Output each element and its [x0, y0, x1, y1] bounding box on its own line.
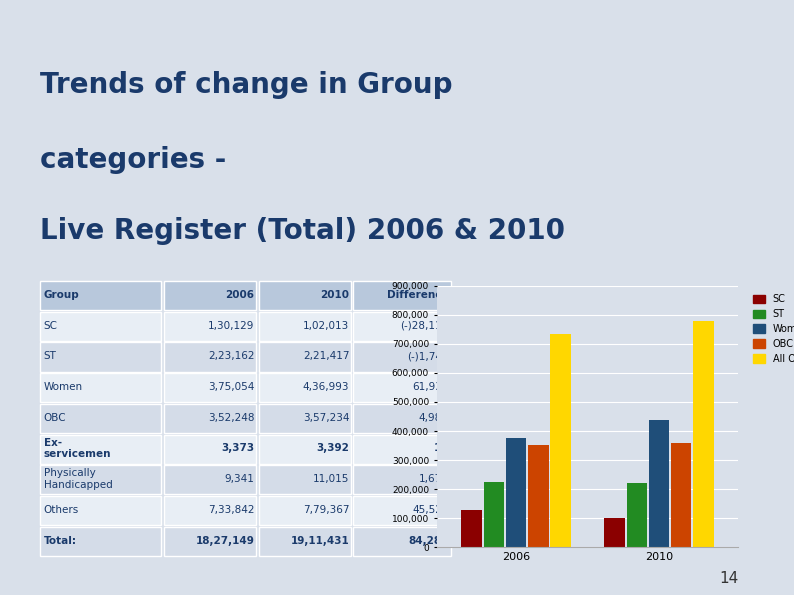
Text: 19: 19: [434, 443, 449, 453]
FancyBboxPatch shape: [353, 373, 450, 402]
Text: Others: Others: [44, 505, 79, 515]
Text: Ex-
servicemen: Ex- servicemen: [44, 438, 111, 459]
FancyBboxPatch shape: [259, 496, 352, 525]
Bar: [671, 443, 692, 547]
FancyBboxPatch shape: [259, 404, 352, 433]
Text: 2,23,162: 2,23,162: [208, 352, 254, 361]
FancyBboxPatch shape: [353, 496, 450, 525]
FancyBboxPatch shape: [40, 496, 161, 525]
FancyBboxPatch shape: [353, 281, 450, 311]
Bar: [550, 334, 571, 547]
FancyBboxPatch shape: [259, 343, 352, 372]
Text: 61,939: 61,939: [412, 382, 449, 392]
FancyBboxPatch shape: [259, 434, 352, 464]
Bar: [528, 445, 549, 547]
Bar: [626, 483, 647, 547]
FancyBboxPatch shape: [164, 312, 256, 341]
Text: 84,282: 84,282: [408, 536, 449, 546]
FancyBboxPatch shape: [164, 281, 256, 311]
FancyBboxPatch shape: [164, 496, 256, 525]
Text: 3,373: 3,373: [222, 443, 254, 453]
Text: 2010: 2010: [320, 290, 349, 300]
FancyBboxPatch shape: [259, 281, 352, 311]
FancyBboxPatch shape: [164, 465, 256, 494]
FancyBboxPatch shape: [353, 527, 450, 556]
FancyBboxPatch shape: [164, 404, 256, 433]
Text: 14: 14: [719, 571, 738, 586]
FancyBboxPatch shape: [40, 465, 161, 494]
FancyBboxPatch shape: [353, 343, 450, 372]
Text: 3,392: 3,392: [317, 443, 349, 453]
Bar: [506, 439, 526, 547]
FancyBboxPatch shape: [40, 343, 161, 372]
Text: Difference: Difference: [387, 290, 449, 300]
Text: 2,21,417: 2,21,417: [303, 352, 349, 361]
FancyBboxPatch shape: [259, 312, 352, 341]
Legend: SC, ST, Women, OBC, All Others: SC, ST, Women, OBC, All Others: [750, 290, 794, 368]
FancyBboxPatch shape: [40, 434, 161, 464]
FancyBboxPatch shape: [40, 373, 161, 402]
Text: (-)28,116: (-)28,116: [400, 321, 449, 331]
FancyBboxPatch shape: [40, 281, 161, 311]
Bar: [604, 518, 625, 547]
FancyBboxPatch shape: [353, 434, 450, 464]
FancyBboxPatch shape: [353, 465, 450, 494]
Bar: [461, 509, 482, 547]
Text: (-)1,745: (-)1,745: [407, 352, 449, 361]
Text: 2006: 2006: [225, 290, 254, 300]
Text: 4,36,993: 4,36,993: [303, 382, 349, 392]
Text: 1,02,013: 1,02,013: [303, 321, 349, 331]
FancyBboxPatch shape: [40, 312, 161, 341]
Text: SC: SC: [44, 321, 58, 331]
FancyBboxPatch shape: [40, 404, 161, 433]
Text: 7,79,367: 7,79,367: [303, 505, 349, 515]
Text: 18,27,149: 18,27,149: [195, 536, 254, 546]
FancyBboxPatch shape: [164, 434, 256, 464]
Text: 4,986: 4,986: [418, 413, 449, 423]
Text: 7,33,842: 7,33,842: [208, 505, 254, 515]
Text: 3,75,054: 3,75,054: [208, 382, 254, 392]
FancyBboxPatch shape: [40, 527, 161, 556]
Bar: [649, 420, 669, 547]
Text: 3,52,248: 3,52,248: [208, 413, 254, 423]
Bar: [484, 483, 504, 547]
FancyBboxPatch shape: [353, 404, 450, 433]
FancyBboxPatch shape: [164, 373, 256, 402]
FancyBboxPatch shape: [259, 373, 352, 402]
FancyBboxPatch shape: [164, 527, 256, 556]
Text: Live Register (Total) 2006 & 2010: Live Register (Total) 2006 & 2010: [40, 217, 565, 245]
Text: Trends of change in Group: Trends of change in Group: [40, 71, 453, 99]
Text: Group: Group: [44, 290, 79, 300]
Text: categories -: categories -: [40, 146, 226, 174]
Text: 11,015: 11,015: [313, 474, 349, 484]
Text: 1,30,129: 1,30,129: [208, 321, 254, 331]
FancyBboxPatch shape: [259, 465, 352, 494]
FancyBboxPatch shape: [353, 312, 450, 341]
Text: 1,674: 1,674: [418, 474, 449, 484]
Text: Physically
Handicapped: Physically Handicapped: [44, 468, 113, 490]
Text: Women: Women: [44, 382, 83, 392]
FancyBboxPatch shape: [164, 343, 256, 372]
Text: Total:: Total:: [44, 536, 77, 546]
Text: ST: ST: [44, 352, 56, 361]
Text: 45,525: 45,525: [412, 505, 449, 515]
Text: 9,341: 9,341: [225, 474, 254, 484]
Text: 19,11,431: 19,11,431: [291, 536, 349, 546]
FancyBboxPatch shape: [259, 527, 352, 556]
Text: OBC: OBC: [44, 413, 67, 423]
Bar: [693, 321, 714, 547]
Text: 3,57,234: 3,57,234: [303, 413, 349, 423]
